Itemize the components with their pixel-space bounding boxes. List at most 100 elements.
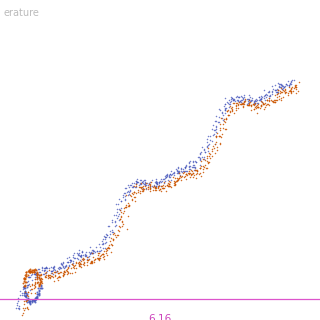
Point (222, 101, 228, 106)
Point (69, 261, 75, 266)
Point (212, 150, 218, 156)
Point (206, 143, 211, 148)
Point (46, 274, 51, 279)
Point (197, 162, 202, 167)
Point (38, 278, 43, 283)
Point (65, 260, 70, 265)
Point (144, 180, 149, 185)
Point (90, 251, 95, 256)
Point (241, 93, 246, 98)
Point (114, 212, 119, 217)
Point (279, 84, 284, 89)
Point (239, 97, 244, 102)
Point (21, 280, 26, 285)
Point (34, 275, 39, 280)
Point (198, 150, 204, 155)
Point (213, 133, 219, 138)
Point (141, 179, 146, 184)
Point (229, 107, 234, 112)
Point (32, 269, 37, 275)
Point (100, 254, 106, 259)
Point (76, 259, 81, 264)
Point (240, 104, 245, 109)
Point (34, 295, 39, 300)
Point (119, 223, 124, 228)
Point (210, 132, 215, 138)
Point (229, 108, 234, 113)
Point (281, 88, 286, 93)
Point (168, 178, 173, 183)
Point (163, 175, 168, 180)
Point (26, 306, 31, 311)
Point (111, 236, 116, 241)
Point (264, 98, 269, 103)
Point (166, 181, 171, 186)
Point (132, 195, 137, 200)
Point (211, 122, 216, 127)
Point (280, 86, 285, 91)
Point (170, 172, 175, 177)
Point (160, 178, 165, 183)
Point (101, 253, 106, 258)
Point (25, 278, 30, 284)
Point (288, 87, 293, 92)
Point (153, 185, 158, 190)
Point (25, 268, 30, 273)
Point (190, 158, 195, 163)
Point (203, 163, 208, 168)
Point (37, 274, 42, 279)
Point (207, 153, 212, 158)
Point (79, 264, 84, 269)
Point (221, 116, 226, 121)
Point (46, 274, 51, 279)
Point (276, 93, 281, 98)
Point (147, 184, 152, 189)
Point (108, 229, 113, 234)
Point (133, 180, 138, 185)
Point (188, 173, 194, 178)
Point (22, 276, 27, 282)
Point (77, 253, 82, 258)
Point (156, 184, 162, 189)
Point (159, 180, 164, 185)
Point (267, 89, 272, 94)
Point (151, 183, 156, 188)
Point (178, 174, 183, 179)
Point (150, 178, 155, 183)
Point (128, 183, 133, 188)
Point (86, 253, 91, 259)
Point (160, 186, 165, 191)
Point (44, 265, 49, 270)
Point (52, 272, 58, 277)
Point (170, 174, 175, 179)
Point (296, 80, 301, 85)
Point (60, 265, 65, 270)
Point (208, 151, 213, 156)
Point (130, 181, 135, 186)
Point (43, 268, 48, 273)
Point (161, 177, 166, 182)
Point (247, 102, 252, 108)
Point (257, 94, 262, 99)
Point (287, 87, 292, 92)
Point (177, 173, 182, 179)
Point (246, 101, 251, 106)
Point (49, 268, 54, 274)
Point (45, 276, 50, 281)
Point (93, 245, 99, 250)
Point (87, 250, 92, 255)
Point (115, 210, 120, 215)
Point (293, 91, 298, 96)
Point (242, 100, 247, 105)
Point (79, 256, 84, 261)
Point (246, 97, 251, 102)
Point (184, 168, 189, 173)
Point (57, 273, 62, 278)
Point (219, 111, 224, 116)
Point (139, 187, 144, 192)
Point (167, 173, 172, 178)
Point (252, 100, 257, 105)
Point (222, 111, 227, 116)
Point (34, 270, 39, 276)
Point (28, 287, 33, 292)
